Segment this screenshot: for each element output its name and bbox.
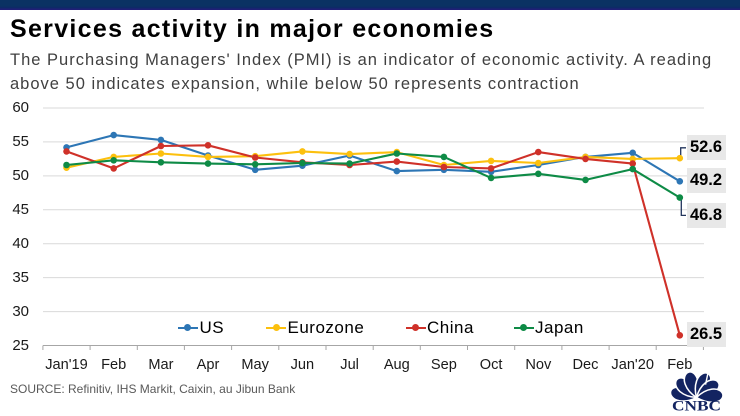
svg-text:CNBC: CNBC [672, 399, 721, 415]
